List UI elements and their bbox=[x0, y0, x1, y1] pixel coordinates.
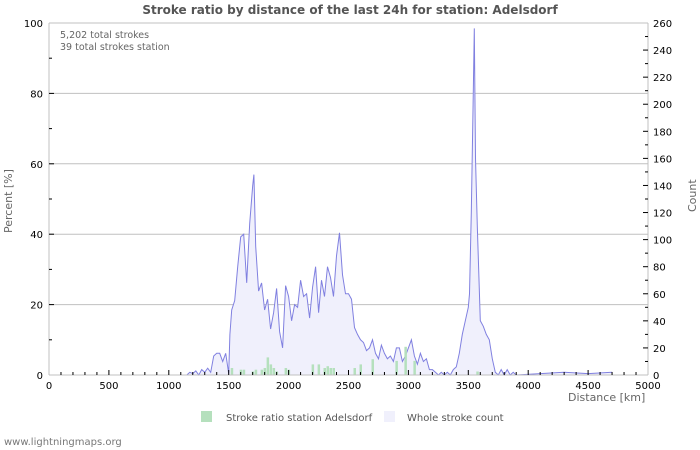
y-right-tick-label: 20 bbox=[653, 344, 666, 355]
y-left-tick-label: 100 bbox=[24, 19, 43, 30]
legend-swatch-whole bbox=[384, 411, 395, 422]
x-tick-label: 1500 bbox=[216, 381, 241, 392]
legend-label-station: Stroke ratio station Adelsdorf bbox=[226, 413, 373, 424]
axes: 0 500 1000 1500 2000 2500 3000 3500 4000 4500 5000… bbox=[24, 19, 672, 392]
info-station-strokes: 39 total strokes station bbox=[60, 42, 170, 53]
station-ratio-bar bbox=[329, 368, 332, 375]
station-ratio-bar bbox=[404, 346, 407, 375]
station-ratio-bar bbox=[272, 368, 276, 375]
x-tick-label: 4500 bbox=[575, 381, 600, 392]
x-tick-label: 3000 bbox=[396, 381, 421, 392]
y-right-tick-label: 60 bbox=[653, 290, 666, 301]
y-right-tick-label: 160 bbox=[653, 154, 672, 165]
station-ratio-bar bbox=[371, 359, 374, 375]
x-tick-label: 2500 bbox=[336, 381, 361, 392]
x-tick-label: 3500 bbox=[456, 381, 481, 392]
x-tick-label: 0 bbox=[46, 381, 52, 392]
station-ratio-bar bbox=[254, 369, 258, 375]
station-ratio-bar bbox=[269, 364, 273, 375]
y-right-tick-label: 240 bbox=[653, 46, 672, 57]
y-left-tick-label: 80 bbox=[30, 89, 43, 100]
legend-label-whole: Whole stroke count bbox=[407, 413, 504, 424]
y-right-tick-label: 180 bbox=[653, 127, 672, 138]
x-tick-label: 4000 bbox=[515, 381, 540, 392]
y-right-tick-label: 40 bbox=[653, 317, 666, 328]
y-axis-left-title: Percent [%] bbox=[2, 169, 15, 233]
chart-title: Stroke ratio by distance of the last 24h… bbox=[142, 3, 558, 17]
whole-stroke-line bbox=[186, 28, 613, 377]
y-right-tick-label: 0 bbox=[653, 371, 659, 382]
station-ratio-bar bbox=[284, 368, 288, 375]
station-ratio-bar bbox=[332, 368, 335, 375]
y-right-tick-label: 100 bbox=[653, 236, 672, 247]
y-right-tick-label: 220 bbox=[653, 73, 672, 84]
x-tick-label: 1000 bbox=[156, 381, 181, 392]
whole-stroke-count-area bbox=[186, 28, 613, 377]
y-right-tick-label: 80 bbox=[653, 263, 666, 274]
station-ratio-bar bbox=[230, 368, 234, 375]
station-ratio-bar bbox=[353, 368, 356, 375]
station-ratio-bar bbox=[260, 369, 264, 375]
y-right-tick-label: 200 bbox=[653, 100, 672, 111]
y-right-tick-label: 140 bbox=[653, 181, 672, 192]
station-ratio-bar bbox=[413, 360, 416, 375]
station-ratio-bar bbox=[317, 364, 321, 375]
x-tick-label: 500 bbox=[99, 381, 118, 392]
whole-stroke-fill bbox=[186, 28, 613, 376]
y-axis-right-title: Count bbox=[686, 179, 699, 212]
footer-credit: www.lightningmaps.org bbox=[4, 437, 122, 448]
station-ratio-bar bbox=[311, 364, 315, 375]
x-tick-label: 5000 bbox=[635, 381, 660, 392]
station-ratio-bar bbox=[266, 357, 270, 375]
legend-swatch-station bbox=[201, 411, 212, 422]
x-axis-title: Distance [km] bbox=[568, 391, 645, 404]
station-ratio-bar bbox=[242, 369, 246, 375]
y-right-tick-label: 260 bbox=[653, 19, 672, 30]
station-ratio-bar bbox=[359, 364, 362, 375]
gridlines bbox=[49, 22, 648, 306]
station-ratio-bar bbox=[323, 368, 326, 375]
info-total-strokes: 5,202 total strokes bbox=[60, 30, 149, 41]
y-left-tick-label: 0 bbox=[37, 371, 43, 382]
y-right-tick-label: 120 bbox=[653, 209, 672, 220]
y-left-tick-label: 40 bbox=[30, 230, 43, 241]
x-tick-label: 2000 bbox=[276, 381, 301, 392]
station-ratio-bar bbox=[326, 366, 329, 375]
station-ratio-bar bbox=[476, 371, 479, 375]
y-left-tick-label: 20 bbox=[30, 301, 43, 312]
station-ratio-bar bbox=[395, 360, 398, 375]
y-left-tick-label: 60 bbox=[30, 160, 43, 171]
station-ratio-bar bbox=[263, 368, 267, 375]
